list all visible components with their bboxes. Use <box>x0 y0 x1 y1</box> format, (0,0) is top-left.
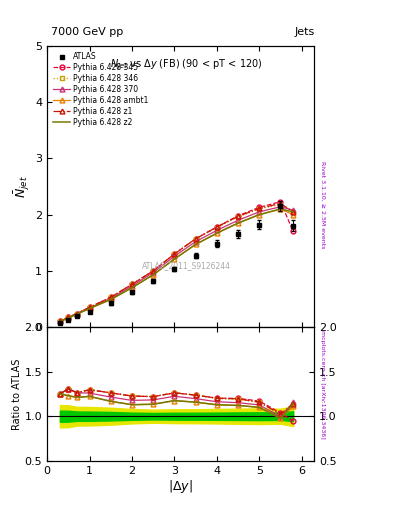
Text: 7000 GeV pp: 7000 GeV pp <box>51 27 123 37</box>
Text: Rivet 3.1.10, ≥ 2.5M events: Rivet 3.1.10, ≥ 2.5M events <box>320 161 325 248</box>
X-axis label: $|\Delta y|$: $|\Delta y|$ <box>168 478 193 496</box>
Text: mcplots.cern.ch [arXiv:1306.3436]: mcplots.cern.ch [arXiv:1306.3436] <box>320 330 325 438</box>
Text: Jets: Jets <box>294 27 314 37</box>
Text: $N_{jet}$ vs $\Delta y$ (FB) (90 < pT < 120): $N_{jet}$ vs $\Delta y$ (FB) (90 < pT < … <box>110 57 263 72</box>
Text: ATLAS_2011_S9126244: ATLAS_2011_S9126244 <box>141 261 231 270</box>
Y-axis label: $\bar{N}_{jet}$: $\bar{N}_{jet}$ <box>13 175 32 198</box>
Legend: ATLAS, Pythia 6.428 345, Pythia 6.428 346, Pythia 6.428 370, Pythia 6.428 ambt1,: ATLAS, Pythia 6.428 345, Pythia 6.428 34… <box>51 50 151 129</box>
Y-axis label: Ratio to ATLAS: Ratio to ATLAS <box>12 358 22 430</box>
